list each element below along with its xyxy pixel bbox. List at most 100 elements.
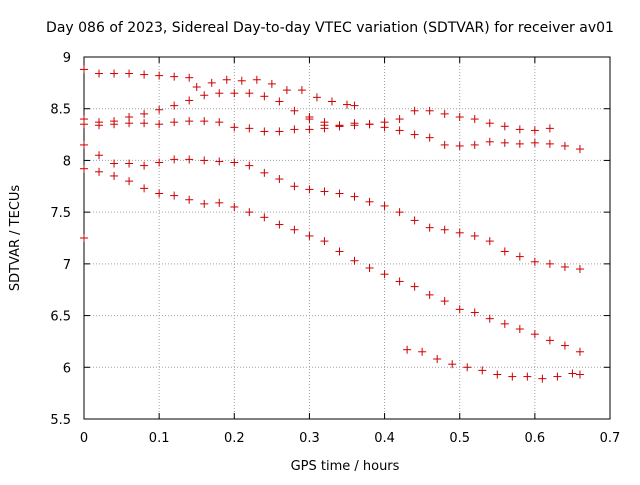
data-points-layer xyxy=(80,65,584,383)
data-point xyxy=(425,223,434,232)
data-point xyxy=(200,117,209,126)
data-point xyxy=(297,86,306,95)
data-point xyxy=(508,372,517,381)
data-point xyxy=(327,97,336,106)
data-point xyxy=(470,140,479,149)
data-point xyxy=(440,297,449,306)
data-point xyxy=(245,161,254,170)
data-point xyxy=(403,345,412,354)
data-point xyxy=(170,191,179,200)
data-point xyxy=(380,118,389,127)
data-point xyxy=(110,159,119,168)
data-point xyxy=(500,319,509,328)
data-point xyxy=(95,69,104,78)
data-point xyxy=(343,100,351,109)
data-point xyxy=(125,177,134,186)
data-point xyxy=(80,234,88,242)
data-point xyxy=(215,198,224,207)
data-point xyxy=(125,119,134,128)
data-point xyxy=(335,122,344,131)
data-point xyxy=(470,308,479,317)
data-point xyxy=(260,213,269,222)
data-point xyxy=(395,115,404,124)
data-point xyxy=(350,192,359,201)
data-point xyxy=(275,220,284,229)
data-point xyxy=(523,372,532,381)
data-point xyxy=(485,314,494,323)
data-point xyxy=(493,370,502,379)
data-point xyxy=(155,120,164,129)
data-point xyxy=(260,168,269,177)
data-point xyxy=(320,187,329,196)
data-point xyxy=(463,363,472,372)
series-track-1 xyxy=(80,65,194,82)
data-point xyxy=(530,330,539,339)
y-tick-label: 6 xyxy=(63,361,71,376)
data-point xyxy=(200,91,209,100)
data-point xyxy=(455,141,464,150)
y-tick-label: 9 xyxy=(63,51,71,66)
data-point xyxy=(185,96,194,105)
data-point xyxy=(290,182,299,191)
data-point xyxy=(365,120,374,129)
grid-layer xyxy=(84,57,610,419)
x-axis-label: GPS time / hours xyxy=(291,459,400,474)
y-tick-label: 5.5 xyxy=(50,413,71,428)
data-point xyxy=(395,208,404,217)
y-axis-label: SDTVAR / TECUs xyxy=(8,185,23,292)
data-point xyxy=(170,101,179,110)
data-point xyxy=(560,341,569,350)
data-point xyxy=(170,155,179,164)
data-point xyxy=(95,151,104,160)
series-track-6 xyxy=(80,140,584,274)
data-point xyxy=(305,185,314,194)
data-point xyxy=(418,347,427,356)
series-track-7 xyxy=(80,164,584,356)
data-point xyxy=(125,69,134,78)
data-point xyxy=(267,79,276,88)
data-point xyxy=(515,139,524,148)
data-point xyxy=(275,97,284,106)
data-point xyxy=(245,208,254,217)
data-point xyxy=(335,189,344,198)
y-tick-label: 7 xyxy=(63,258,71,273)
data-point xyxy=(80,140,88,149)
data-point xyxy=(365,197,374,206)
data-point xyxy=(80,65,88,74)
x-tick-label: 0.5 xyxy=(449,431,470,446)
data-point xyxy=(500,138,509,147)
data-point xyxy=(95,167,104,176)
data-point xyxy=(155,189,164,198)
y-tick-label: 8 xyxy=(63,154,71,169)
data-point xyxy=(500,247,509,256)
data-point xyxy=(515,252,524,261)
data-point xyxy=(140,109,149,118)
data-point xyxy=(305,231,314,240)
data-point xyxy=(110,69,119,78)
data-point xyxy=(222,75,231,84)
data-point xyxy=(530,257,539,266)
data-point xyxy=(395,277,404,286)
data-point xyxy=(80,120,88,129)
data-point xyxy=(237,76,246,85)
y-tick-label: 7.5 xyxy=(50,206,71,221)
data-point xyxy=(215,89,224,98)
data-point xyxy=(478,366,487,375)
data-point xyxy=(470,115,479,124)
data-point xyxy=(545,124,554,133)
data-point xyxy=(455,228,464,237)
data-point xyxy=(185,73,194,82)
data-point xyxy=(170,118,179,127)
data-point xyxy=(485,119,494,128)
data-point xyxy=(290,225,299,234)
data-point xyxy=(410,216,419,225)
data-point xyxy=(530,138,539,147)
data-point xyxy=(425,133,434,142)
data-point xyxy=(395,126,404,135)
data-point xyxy=(410,130,419,139)
data-point xyxy=(305,115,314,124)
data-point xyxy=(545,336,554,345)
data-point xyxy=(185,195,194,204)
